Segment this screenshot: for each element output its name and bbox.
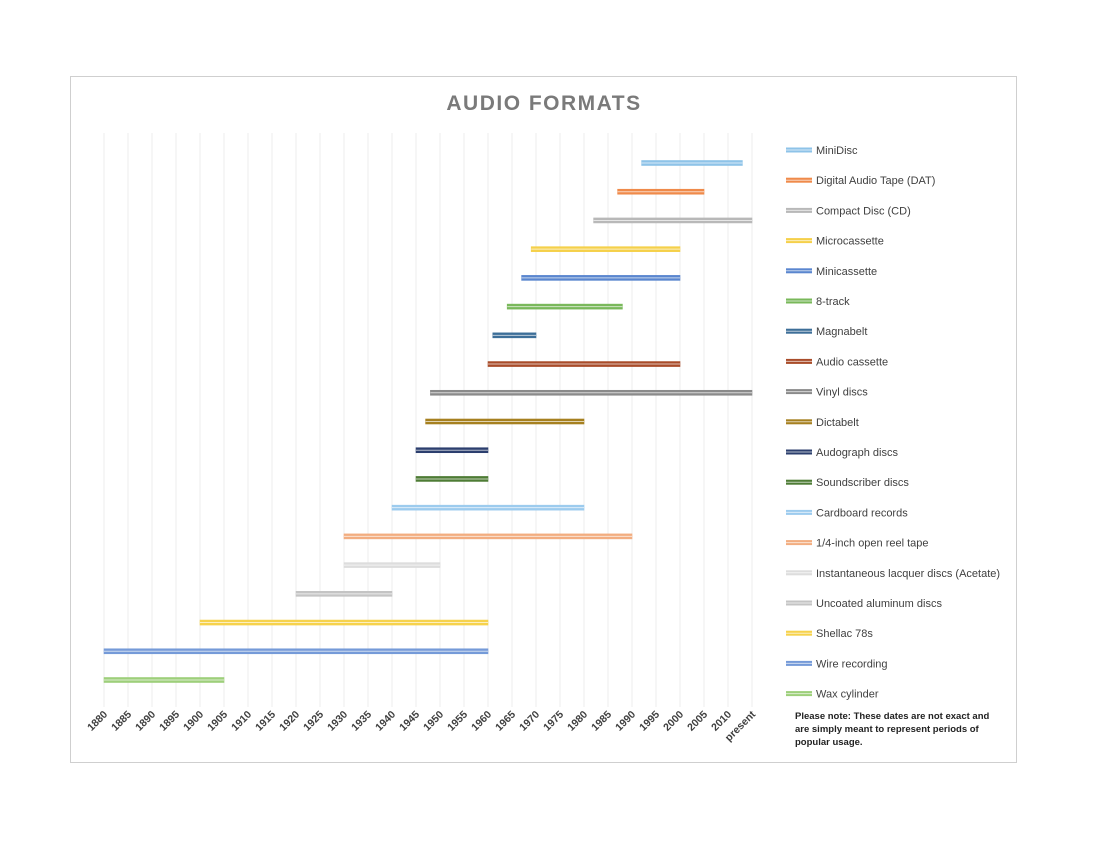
x-tick-label: 1885	[109, 709, 134, 734]
x-tick-label: 2000	[661, 709, 686, 734]
x-tick-label: 1950	[421, 709, 446, 734]
x-tick-label: 1980	[565, 709, 590, 734]
legend-label: Uncoated aluminum discs	[816, 598, 942, 610]
legend-label: Wax cylinder	[816, 689, 879, 701]
x-tick-label: 1890	[133, 709, 158, 734]
x-tick-label: 1940	[373, 709, 398, 734]
note-text: Please note: These dates are not exact a…	[795, 711, 990, 748]
legend-label: MiniDisc	[816, 145, 858, 157]
legend-label: Compact Disc (CD)	[816, 205, 911, 217]
legend-label: Digital Audio Tape (DAT)	[816, 175, 935, 187]
x-tick-label: 1955	[445, 709, 470, 734]
x-axis-ticks: 1880188518901895190019051910191519201925…	[85, 708, 758, 744]
x-tick-label: 1985	[589, 709, 614, 734]
x-tick-label: 1965	[493, 709, 518, 734]
legend-label: Soundscriber discs	[816, 477, 909, 489]
legend-label: Magnabelt	[816, 326, 867, 338]
x-tick-label: 1960	[469, 709, 494, 734]
chart-frame: AUDIO FORMATS 1880 1885 1890 1895 1900 1905 19…	[70, 76, 1017, 763]
x-tick-label: 1930	[325, 709, 350, 734]
x-tick-label: 1935	[349, 709, 374, 734]
x-tick-label: 1945	[397, 709, 422, 734]
x-tick-label: 2005	[685, 709, 710, 734]
legend-label: 1/4-inch open reel tape	[816, 538, 929, 550]
legend-label: Audograph discs	[816, 447, 898, 459]
bars-layer	[103, 160, 753, 683]
x-tick-label: 1975	[541, 709, 566, 734]
legend-label: Audio cassette	[816, 356, 888, 368]
legend-label: Cardboard records	[816, 507, 908, 519]
legend-label: Vinyl discs	[816, 387, 868, 399]
legend-label: Minicassette	[816, 266, 877, 278]
x-tick-label: 1990	[613, 709, 638, 734]
legend: MiniDisc Digital Audio Tape (DAT) Compact …	[786, 145, 1000, 701]
x-tick-label: 1905	[205, 709, 230, 734]
x-tick-label: 1880	[85, 709, 110, 734]
x-tick-label: 1995	[637, 709, 662, 734]
legend-label: Instantaneous lacquer discs (Acetate)	[816, 568, 1000, 580]
x-tick-label: 1920	[277, 709, 302, 734]
legend-label: Shellac 78s	[816, 628, 873, 640]
legend-label: 8-track	[816, 296, 850, 308]
legend-label: Dictabelt	[816, 417, 859, 429]
legend-label: Wire recording	[816, 658, 888, 670]
chart-svg: AUDIO FORMATS 18801885189018951900190519…	[85, 92, 1000, 744]
x-tick-label: 1895	[157, 709, 182, 734]
x-tick-label: 1925	[301, 709, 326, 734]
x-tick-label: 1915	[253, 709, 278, 734]
x-tick-label: 1910	[229, 709, 254, 734]
x-tick-label: 1900	[181, 709, 206, 734]
legend-label: Microcassette	[816, 236, 884, 248]
chart-title: AUDIO FORMATS	[446, 92, 641, 115]
x-tick-label: 1970	[517, 709, 542, 734]
